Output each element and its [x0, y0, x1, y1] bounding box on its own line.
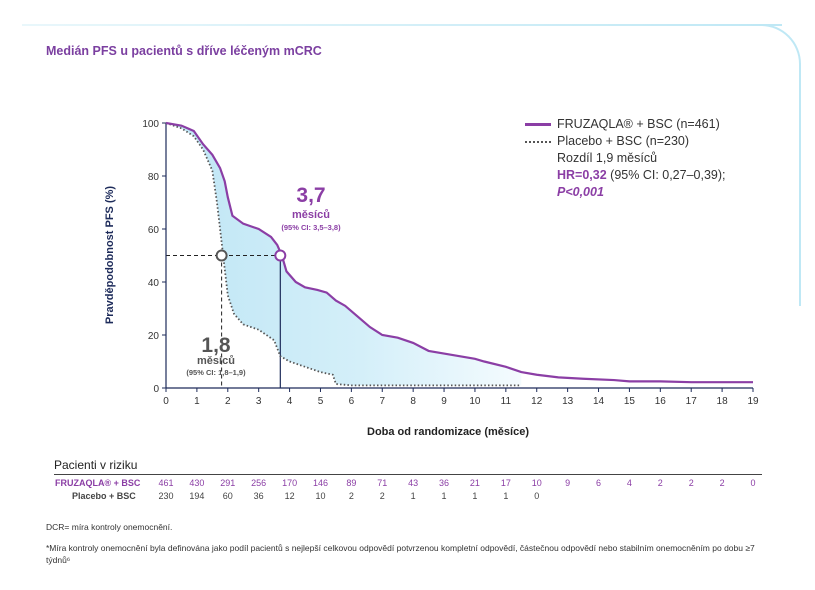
- y-tick-label: 100: [142, 119, 159, 130]
- area-between-curves: [166, 123, 522, 386]
- x-tick-label: 7: [379, 396, 385, 407]
- x-tick-label: 14: [593, 396, 605, 407]
- risk-row-label-fruzaqla: FRUZAQLA® + BSC: [55, 478, 141, 488]
- series-line-fruzaqla: [165, 121, 753, 384]
- y-tick-label: 80: [148, 172, 160, 183]
- risk-cell: 10: [531, 478, 542, 488]
- x-tick-label: 2: [225, 396, 231, 407]
- risk-cell: 2: [348, 491, 354, 501]
- median-fruzaqla-value: 3,7: [296, 184, 325, 207]
- risk-cell: 461: [158, 478, 174, 488]
- legend-diff: Rozdíl 1,9 měsíců: [557, 151, 658, 165]
- legend: FRUZAQLA® + BSC (n=461) Placebo + BSC (n…: [525, 116, 726, 201]
- risk-cell: 0: [750, 478, 756, 488]
- risk-cell: 1: [503, 491, 509, 501]
- risk-cell: 6: [596, 478, 602, 488]
- median-placebo-ci: (95% CI: 1,8–1,9): [186, 368, 246, 377]
- risk-row-label-placebo: Placebo + BSC: [72, 491, 136, 501]
- median-fruzaqla-ci: (95% CI: 3,5–3,8): [281, 223, 341, 232]
- x-tick-label: 13: [562, 396, 574, 407]
- median-marker-placebo: [215, 249, 228, 262]
- x-tick-label: 5: [318, 396, 324, 407]
- legend-label-placebo: Placebo + BSC (n=230): [557, 134, 690, 148]
- risk-cell: 60: [222, 491, 233, 501]
- y-axis-label: Pravděpodobnost PFS (%): [104, 186, 116, 324]
- footnote-definition: *Míra kontroly onemocnění byla definován…: [46, 543, 755, 565]
- risk-cell: 170: [282, 478, 298, 488]
- risk-cell: 36: [439, 478, 450, 488]
- risk-cell: 2: [379, 491, 385, 501]
- risk-cell: 36: [253, 491, 264, 501]
- risk-cell: 2: [657, 478, 663, 488]
- risk-cell: 230: [158, 491, 174, 501]
- risk-cell: 430: [189, 478, 205, 488]
- risk-cell: 1: [410, 491, 416, 501]
- y-tick-label: 20: [148, 331, 160, 342]
- median-marker-fruzaqla: [274, 249, 287, 262]
- x-tick-label: 10: [469, 396, 481, 407]
- legend-swatch-dotted: [525, 140, 551, 143]
- x-axis-label: Doba od randomizace (měsíce): [367, 426, 529, 438]
- legend-hr: HR=0,32 (95% CI: 0,27–0,39);: [525, 167, 726, 184]
- footnote-dcr: DCR= míra kontroly onemocnění.: [46, 522, 173, 532]
- x-tick-label: 17: [686, 396, 698, 407]
- y-tick-label: 40: [148, 278, 160, 289]
- legend-item-placebo: Placebo + BSC (n=230): [525, 133, 726, 150]
- x-tick-label: 0: [163, 396, 169, 407]
- risk-table-divider: [54, 474, 762, 475]
- legend-item-fruzaqla: FRUZAQLA® + BSC (n=461): [525, 116, 726, 133]
- x-tick-label: 6: [349, 396, 355, 407]
- risk-cell: 1: [472, 491, 478, 501]
- legend-hr-ci: (95% CI: 0,27–0,39);: [606, 168, 726, 182]
- risk-cell: 4: [626, 478, 632, 488]
- risk-cell: 2: [719, 478, 725, 488]
- y-tick-label: 60: [148, 225, 160, 236]
- y-tick-label: 0: [153, 384, 159, 395]
- legend-label-fruzaqla: FRUZAQLA® + BSC (n=461): [557, 117, 720, 131]
- x-tick-label: 15: [624, 396, 636, 407]
- x-tick-label: 11: [501, 396, 512, 407]
- x-tick-label: 18: [717, 396, 729, 407]
- risk-cell: 43: [408, 478, 419, 488]
- top-decoration-line: [22, 24, 782, 26]
- x-tick-label: 3: [256, 396, 262, 407]
- median-placebo-value: 1,8: [201, 334, 231, 357]
- legend-p-value: P<0,001: [557, 185, 604, 199]
- x-tick-label: 12: [531, 396, 543, 407]
- risk-cell: 291: [220, 478, 236, 488]
- x-tick-label: 19: [747, 396, 759, 407]
- risk-cell: 10: [315, 491, 326, 501]
- risk-cell: 2: [688, 478, 694, 488]
- median-placebo-unit: měsíců: [197, 355, 235, 367]
- x-tick-label: 9: [441, 396, 447, 407]
- risk-cell: 146: [312, 478, 328, 488]
- chart-title: Medián PFS u pacientů s dříve léčeným mC…: [46, 44, 322, 58]
- risk-cell: 12: [284, 491, 295, 501]
- x-tick-label: 1: [194, 396, 200, 407]
- risk-cell: 194: [189, 491, 205, 501]
- risk-table-title: Pacienti v riziku: [54, 458, 138, 472]
- x-tick-label: 4: [287, 396, 293, 407]
- risk-cell: 89: [346, 478, 357, 488]
- series-line-placebo: [165, 122, 522, 387]
- x-tick-label: 8: [410, 396, 416, 407]
- risk-cell: 1: [441, 491, 447, 501]
- median-fruzaqla-unit: měsíců: [292, 209, 330, 221]
- x-tick-label: 16: [655, 396, 667, 407]
- risk-cell: 71: [377, 478, 388, 488]
- risk-cell: 256: [251, 478, 267, 488]
- risk-cell: 9: [565, 478, 571, 488]
- risk-cell: 21: [469, 478, 480, 488]
- risk-cell: 0: [534, 491, 540, 501]
- legend-hr-label: HR=0,32: [557, 168, 607, 182]
- legend-swatch-solid: [525, 123, 551, 126]
- risk-cell: 17: [500, 478, 511, 488]
